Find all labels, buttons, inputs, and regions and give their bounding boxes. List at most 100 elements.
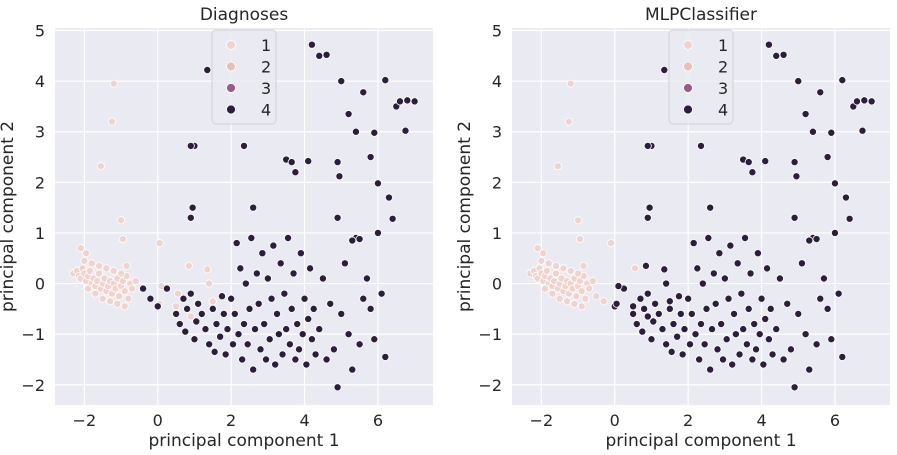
x-tick-label: −2 [530,411,554,430]
data-point-class-4 [678,350,687,359]
data-point-class-4 [746,269,755,278]
data-point-class-4 [649,317,658,326]
data-point-class-4 [660,265,669,274]
data-point-class-4 [254,299,263,308]
data-point-class-4 [741,234,750,243]
data-point-class-4 [384,193,393,202]
data-point-class-4 [717,320,726,329]
data-point-class-4 [708,325,717,334]
data-point-class-4 [239,320,248,329]
data-point-class-4 [219,309,228,318]
data-point-class-4 [355,340,364,349]
data-point-class-4 [252,269,261,278]
data-point-class-4 [629,302,638,311]
data-point-class-4 [186,289,195,298]
data-point-class-4 [764,335,773,344]
data-point-class-4 [265,335,274,344]
data-point-class-4 [377,289,386,298]
data-point-class-4 [304,157,313,166]
legend-marker-1 [683,40,693,50]
data-point-class-4 [183,304,192,313]
data-point-class-4 [291,168,300,177]
data-point-class-4 [645,203,654,212]
y-tick-label: 0 [35,275,45,294]
data-point-class-4 [823,304,832,313]
data-point-class-4 [761,157,770,166]
data-point-class-4 [282,325,291,334]
data-point-class-1 [208,297,217,306]
data-point-class-4 [713,345,722,354]
data-point-class-4 [162,284,171,293]
data-point-class-4 [640,304,649,313]
data-point-class-1 [82,249,91,258]
data-point-class-4 [309,304,318,313]
data-point-class-4 [274,330,283,339]
data-point-class-1 [109,79,118,88]
data-point-class-1 [579,261,588,270]
data-point-class-4 [772,325,781,334]
data-point-class-4 [230,309,239,318]
data-point-class-4 [351,127,360,136]
data-point-class-4 [322,50,331,59]
legend-label-2: 2 [261,58,271,77]
data-point-class-4 [366,153,375,162]
data-point-class-4 [228,340,237,349]
y-tick-label: 1 [35,224,45,243]
data-point-class-4 [251,325,260,334]
data-point-class-4 [706,365,715,374]
data-point-class-4 [194,299,203,308]
data-point-class-4 [271,360,280,369]
data-point-class-4 [612,299,621,308]
y-tick-label: 2 [35,173,45,192]
data-point-class-1 [544,259,553,268]
data-point-class-4 [315,325,324,334]
data-point-class-4 [276,259,285,268]
data-point-class-4 [247,234,256,243]
data-point-class-4 [752,345,761,354]
data-point-class-4 [298,330,307,339]
data-point-class-1 [585,284,594,293]
data-point-class-4 [709,269,718,278]
data-point-class-4 [287,304,296,313]
x-tick-label: 4 [299,411,309,430]
data-point-class-4 [381,76,390,85]
data-point-class-4 [827,335,836,344]
data-point-class-4 [139,284,148,293]
data-point-class-1 [107,117,116,126]
data-point-class-4 [669,320,678,329]
data-point-class-1 [575,235,584,244]
data-point-class-4 [179,294,188,303]
x-tick-label: −2 [73,411,97,430]
data-point-class-4 [241,279,250,288]
data-point-class-1 [80,256,89,265]
y-tick-label: 0 [492,275,502,294]
data-point-class-1 [113,299,122,308]
data-point-class-4 [797,259,806,268]
data-point-class-1 [109,266,118,275]
data-point-class-1 [203,265,212,274]
data-point-class-1 [537,256,546,265]
data-point-class-1 [607,239,616,248]
data-point-class-4 [680,325,689,334]
data-point-class-4 [662,340,671,349]
data-point-class-4 [858,126,867,135]
data-point-class-4 [401,126,410,135]
data-point-class-1 [84,284,93,293]
x-tick-label: 0 [610,411,620,430]
data-point-class-4 [337,77,346,86]
data-point-class-4 [651,299,660,308]
data-point-class-1 [95,261,104,270]
data-point-class-4 [654,309,663,318]
data-point-class-4 [704,234,713,243]
data-point-class-4 [239,141,248,150]
data-point-class-4 [684,294,693,303]
data-point-class-4 [322,355,331,364]
data-point-class-4 [256,345,265,354]
x-tick-label: 2 [683,411,693,430]
data-point-class-4 [273,309,282,318]
data-point-class-1 [172,302,181,311]
data-point-class-1 [115,292,124,301]
data-point-class-4 [841,193,850,202]
data-point-class-1 [98,294,107,303]
y-tick-label: 3 [35,123,45,142]
